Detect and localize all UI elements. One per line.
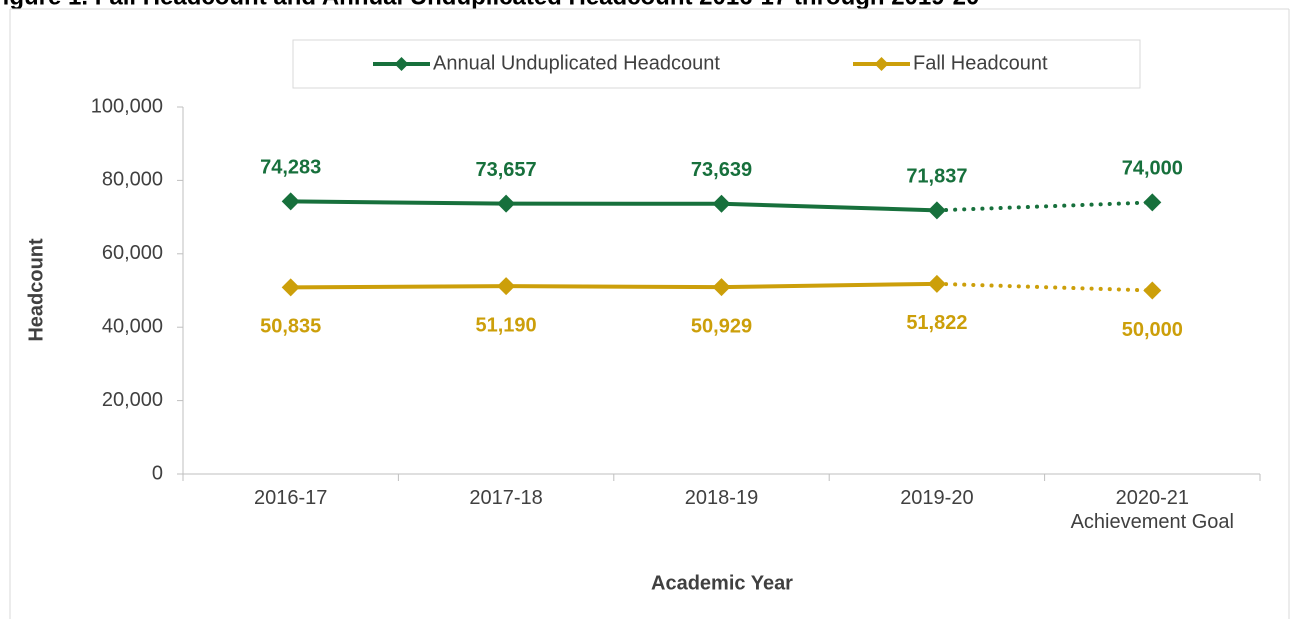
marker: [1143, 193, 1162, 212]
data-label: 74,000: [1122, 158, 1183, 180]
data-label: 74,283: [260, 157, 321, 179]
data-label: 50,929: [691, 315, 752, 337]
data-label: 51,190: [476, 314, 537, 336]
series-line: [290, 199, 937, 213]
marker: [712, 194, 731, 213]
data-label: 51,822: [906, 312, 967, 334]
y-tick-label: 80,000: [102, 169, 163, 191]
series-line: [290, 281, 937, 290]
x-tick-label: 2018-19: [685, 487, 758, 509]
y-axis-title: Headcount: [25, 238, 47, 342]
data-label: 50,835: [260, 316, 321, 338]
y-tick-label: 40,000: [102, 315, 163, 337]
projected-line: [934, 281, 1155, 293]
data-label: 73,639: [691, 159, 752, 181]
y-tick-label: 60,000: [102, 242, 163, 264]
legend-label: Fall Headcount: [913, 52, 1048, 74]
x-tick-label: 2019-20: [900, 487, 973, 509]
legend-box: [292, 39, 1141, 89]
chart-title: Figure 1. Fall Headcount and Annual Undu…: [0, 0, 979, 10]
marker: [927, 274, 946, 293]
data-label: 73,657: [476, 159, 537, 181]
data-label: 71,837: [906, 166, 967, 188]
y-tick-label: 20,000: [102, 389, 163, 411]
marker: [281, 192, 300, 211]
legend-label: Annual Unduplicated Headcount: [433, 52, 720, 74]
y-tick-label: 100,000: [91, 95, 163, 117]
marker: [497, 194, 516, 213]
legend-marker: [874, 57, 889, 71]
x-tick-label: 2020-21 Achievement Goal: [1071, 487, 1234, 533]
marker: [712, 278, 731, 297]
y-tick-label: 0: [152, 462, 163, 484]
x-axis-title: Academic Year: [651, 572, 793, 594]
x-tick-label: 2016-17: [254, 487, 327, 509]
marker: [1143, 281, 1162, 300]
marker: [927, 201, 946, 220]
x-tick-label: 2017-18: [469, 487, 542, 509]
projected-line: [934, 200, 1155, 213]
legend-marker: [394, 57, 409, 71]
marker: [497, 277, 516, 296]
marker: [281, 278, 300, 297]
data-label: 50,000: [1122, 319, 1183, 341]
